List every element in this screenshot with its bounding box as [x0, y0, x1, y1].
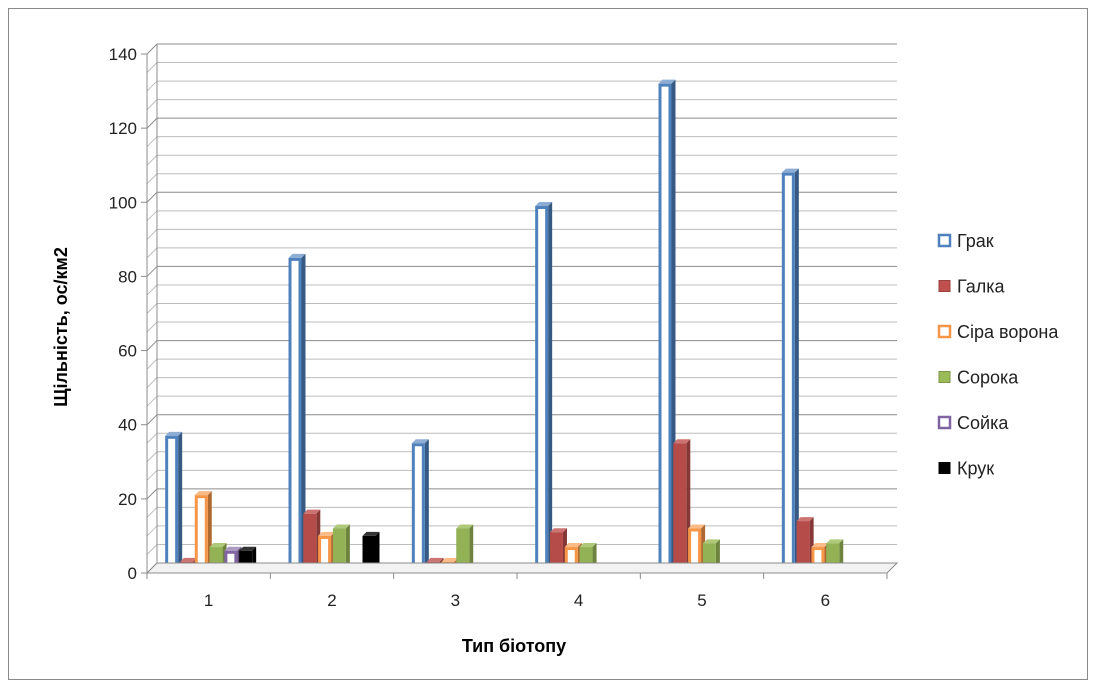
bar: [673, 439, 691, 573]
x-tick-label: 3: [451, 591, 460, 610]
legend-label: Грак: [957, 231, 994, 251]
chart-area: 0 20 40 60 80 100 120 140 1 2 3 4 5 6 Щільність, ос/к…: [8, 8, 1088, 680]
gridline-side: [146, 80, 158, 92]
bar: [288, 253, 306, 573]
x-tick-label: 4: [574, 591, 583, 610]
gridline-side: [146, 525, 158, 537]
bar: [411, 439, 429, 573]
bar: [456, 524, 474, 573]
legend-swatch: [937, 324, 952, 339]
bar: [332, 524, 350, 573]
legend-item: Грак: [937, 231, 994, 251]
gridline-side: [146, 284, 158, 296]
legend-item: Сойка: [937, 413, 1009, 433]
gridline-side: [146, 358, 158, 370]
legend: Грак Галка Сіра ворона Сорока Сойка Крук: [937, 231, 1059, 479]
x-tick-label: 1: [204, 591, 213, 610]
gridline-side: [146, 414, 158, 426]
gridline-side: [146, 154, 158, 166]
gridline-side: [146, 321, 158, 333]
chart-floor: [145, 562, 899, 574]
gridline-side: [146, 99, 158, 110]
legend-item: Сорока: [938, 368, 1019, 388]
gridline-side: [146, 469, 158, 481]
y-tick-label: 100: [109, 193, 137, 212]
bar: [165, 431, 183, 573]
gridline-side: [146, 229, 158, 240]
x-tick-label: 5: [697, 591, 706, 610]
legend-swatch: [938, 280, 951, 292]
legend-swatch: [937, 415, 952, 430]
gridline-side: [146, 377, 158, 388]
legend-item: Сіра ворона: [937, 322, 1059, 342]
density-bar-chart: 0 20 40 60 80 100 120 140 1 2 3 4 5 6 Щільність, ос/к…: [51, 43, 1059, 656]
y-tick-label: 0: [128, 564, 137, 583]
legend-item: Галка: [938, 277, 1006, 297]
legend-label: Галка: [957, 277, 1006, 297]
grid-lines: [146, 43, 897, 574]
legend-swatch: [937, 233, 952, 248]
y-tick-label: 20: [118, 490, 137, 509]
gridline-side: [146, 62, 158, 73]
gridline-side: [146, 210, 158, 222]
gridline-side: [146, 395, 158, 407]
legend-label: Крук: [957, 459, 994, 479]
y-tick-label: 140: [109, 45, 137, 64]
y-tick-label: 80: [118, 267, 137, 286]
x-tick-label: 6: [821, 591, 830, 610]
y-tick-label: 120: [109, 119, 137, 138]
gridline-side: [146, 451, 158, 463]
gridline-side: [146, 43, 158, 55]
legend-item: Крук: [938, 459, 994, 479]
tick-labels: 0 20 40 60 80 100 120 140 1 2 3 4 5 6: [109, 45, 830, 610]
gridline-side: [146, 507, 158, 518]
gridline-side: [146, 191, 158, 203]
bars: [165, 79, 873, 574]
axes: [141, 53, 899, 579]
bar: [194, 491, 212, 573]
gridline-side: [146, 432, 158, 444]
gridline-side: [146, 136, 158, 148]
y-axis-title: Щільність, ос/км2: [51, 247, 71, 407]
bar: [658, 79, 676, 574]
bar: [535, 201, 553, 573]
gridline-side: [146, 544, 158, 555]
x-tick-label: 2: [327, 591, 336, 610]
legend-label: Сойка: [957, 413, 1009, 433]
legend-label: Сорока: [957, 368, 1019, 388]
gridline-side: [146, 247, 158, 259]
y-tick-label: 40: [118, 416, 137, 435]
gridline-side: [146, 117, 158, 129]
legend-swatch: [938, 371, 951, 383]
gridline-side: [146, 303, 158, 314]
legend-label: Сіра ворона: [957, 322, 1059, 342]
legend-swatch: [938, 462, 951, 474]
gridline-side: [146, 266, 158, 277]
gridline-side: [146, 340, 158, 351]
y-tick-label: 60: [118, 342, 137, 361]
bar: [781, 168, 799, 573]
gridline-side: [146, 173, 158, 185]
x-axis-title: Тип біотопу: [462, 636, 566, 656]
gridline-side: [146, 488, 158, 500]
